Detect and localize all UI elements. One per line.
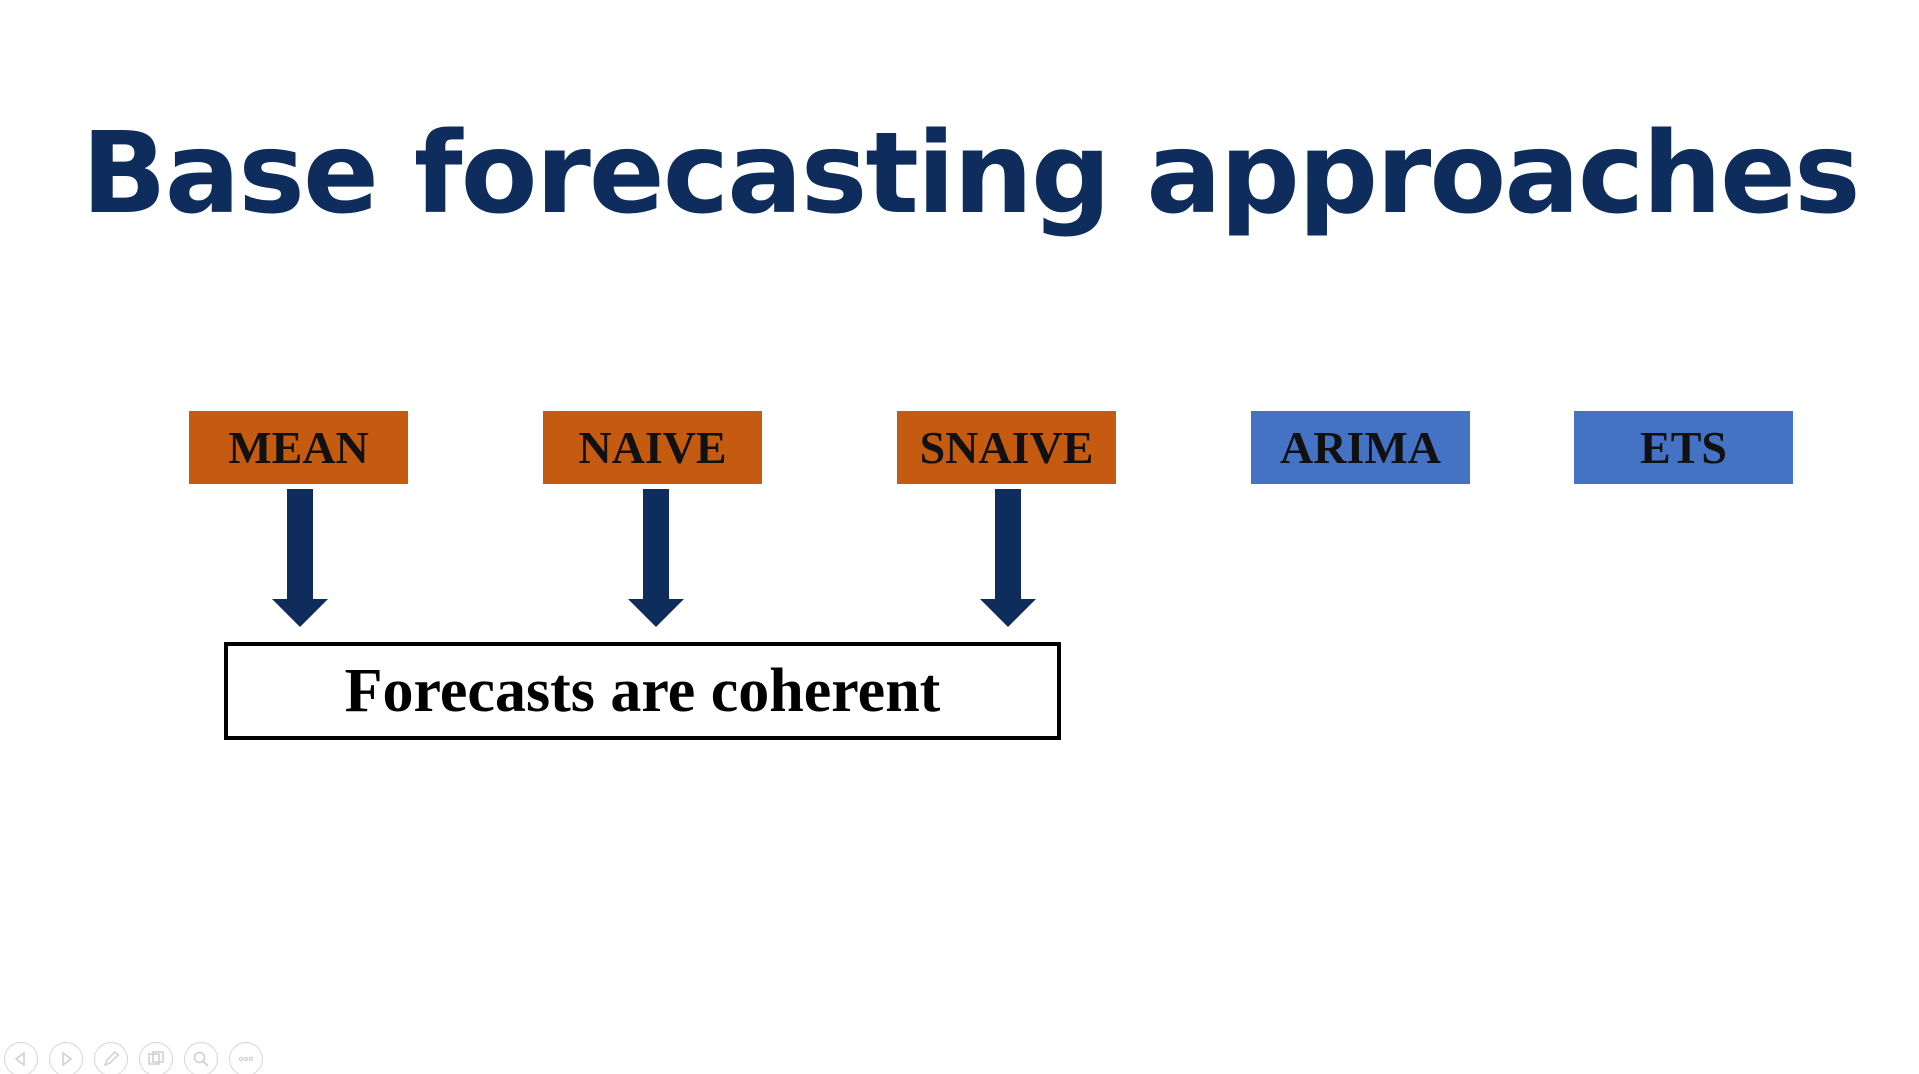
slides-icon	[148, 1051, 164, 1065]
previous-slide-button[interactable]	[4, 1042, 38, 1074]
more-icon	[238, 1056, 254, 1062]
zoom-button[interactable]	[184, 1042, 218, 1074]
next-slide-button[interactable]	[49, 1042, 83, 1074]
arrow-mean-icon	[272, 489, 328, 627]
presentation-nav-bar	[4, 1042, 263, 1074]
previous-icon	[14, 1051, 25, 1067]
pen-icon	[103, 1050, 120, 1067]
method-arima: ARIMA	[1251, 411, 1470, 484]
method-ets: ETS	[1574, 411, 1793, 484]
zoom-icon	[193, 1051, 209, 1067]
next-icon	[62, 1051, 73, 1067]
coherent-result-box: Forecasts are coherent	[224, 642, 1061, 740]
method-snaive: SNAIVE	[897, 411, 1116, 484]
pen-tool-button[interactable]	[94, 1042, 128, 1074]
arrow-naive-icon	[628, 489, 684, 627]
method-mean: MEAN	[189, 411, 408, 484]
arrow-snaive-icon	[980, 489, 1036, 627]
see-all-slides-button[interactable]	[139, 1042, 173, 1074]
more-options-button[interactable]	[229, 1042, 263, 1074]
slide-title: Base forecasting approaches	[81, 109, 1860, 239]
method-naive: NAIVE	[543, 411, 762, 484]
